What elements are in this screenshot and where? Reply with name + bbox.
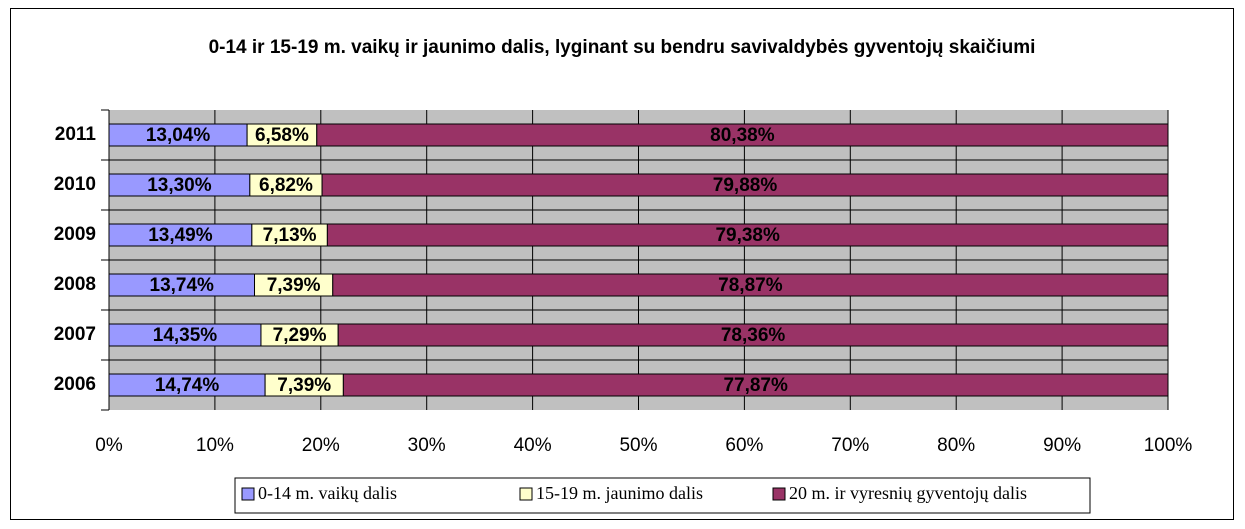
data-label: 7,29% xyxy=(273,325,327,346)
y-tick-label: 2010 xyxy=(54,174,96,195)
chart-title: 0-14 ir 15-19 m. vaikų ir jaunimo dalis,… xyxy=(208,37,1036,58)
data-label: 80,38% xyxy=(710,125,775,146)
bar-segment xyxy=(332,273,1169,297)
x-tick-label: 0% xyxy=(95,435,123,456)
bar-segment xyxy=(342,373,1169,397)
data-label: 7,13% xyxy=(263,225,317,246)
legend-label: 0-14 m. vaikų dalis xyxy=(258,483,397,503)
data-label: 13,49% xyxy=(148,225,213,246)
legend-swatch xyxy=(241,487,255,501)
data-label: 6,58% xyxy=(255,125,309,146)
x-tick-label: 90% xyxy=(1043,435,1081,456)
x-tick-label: 20% xyxy=(302,435,340,456)
bar-segment xyxy=(326,223,1169,247)
y-tick-label: 2007 xyxy=(54,324,96,345)
legend-label: 15-19 m. jaunimo dalis xyxy=(536,483,703,503)
x-tick-label: 50% xyxy=(619,435,657,456)
x-tick-label: 30% xyxy=(408,435,446,456)
data-label: 77,87% xyxy=(723,375,788,396)
x-tick-label: 100% xyxy=(1144,435,1193,456)
y-tick-label: 2006 xyxy=(54,374,96,395)
bar-segment xyxy=(316,123,1169,147)
bar-segment xyxy=(321,173,1169,197)
data-label: 13,04% xyxy=(146,125,211,146)
y-tick-label: 2009 xyxy=(54,224,96,245)
legend-label: 20 m. ir vyresnių gyventojų dalis xyxy=(789,483,1027,503)
data-label: 14,35% xyxy=(153,325,218,346)
data-label: 78,87% xyxy=(718,275,783,296)
data-label: 78,36% xyxy=(721,325,786,346)
x-tick-label: 40% xyxy=(514,435,552,456)
data-label: 6,82% xyxy=(259,175,313,196)
y-tick-label: 2011 xyxy=(55,124,97,145)
chart-frame xyxy=(10,8,1234,520)
data-label: 79,88% xyxy=(713,175,778,196)
data-label: 7,39% xyxy=(267,275,321,296)
legend-swatch xyxy=(519,487,533,501)
x-tick-label: 10% xyxy=(196,435,234,456)
legend-swatch xyxy=(772,487,786,501)
bar-segment xyxy=(337,323,1169,347)
data-label: 13,30% xyxy=(147,175,212,196)
y-tick-label: 2008 xyxy=(54,274,96,295)
data-label: 7,39% xyxy=(277,375,331,396)
legend-box xyxy=(234,477,1091,514)
x-tick-label: 60% xyxy=(725,435,763,456)
data-label: 14,74% xyxy=(155,375,220,396)
x-tick-label: 70% xyxy=(831,435,869,456)
x-tick-label: 80% xyxy=(937,435,975,456)
data-label: 13,74% xyxy=(150,275,215,296)
data-label: 79,38% xyxy=(715,225,780,246)
